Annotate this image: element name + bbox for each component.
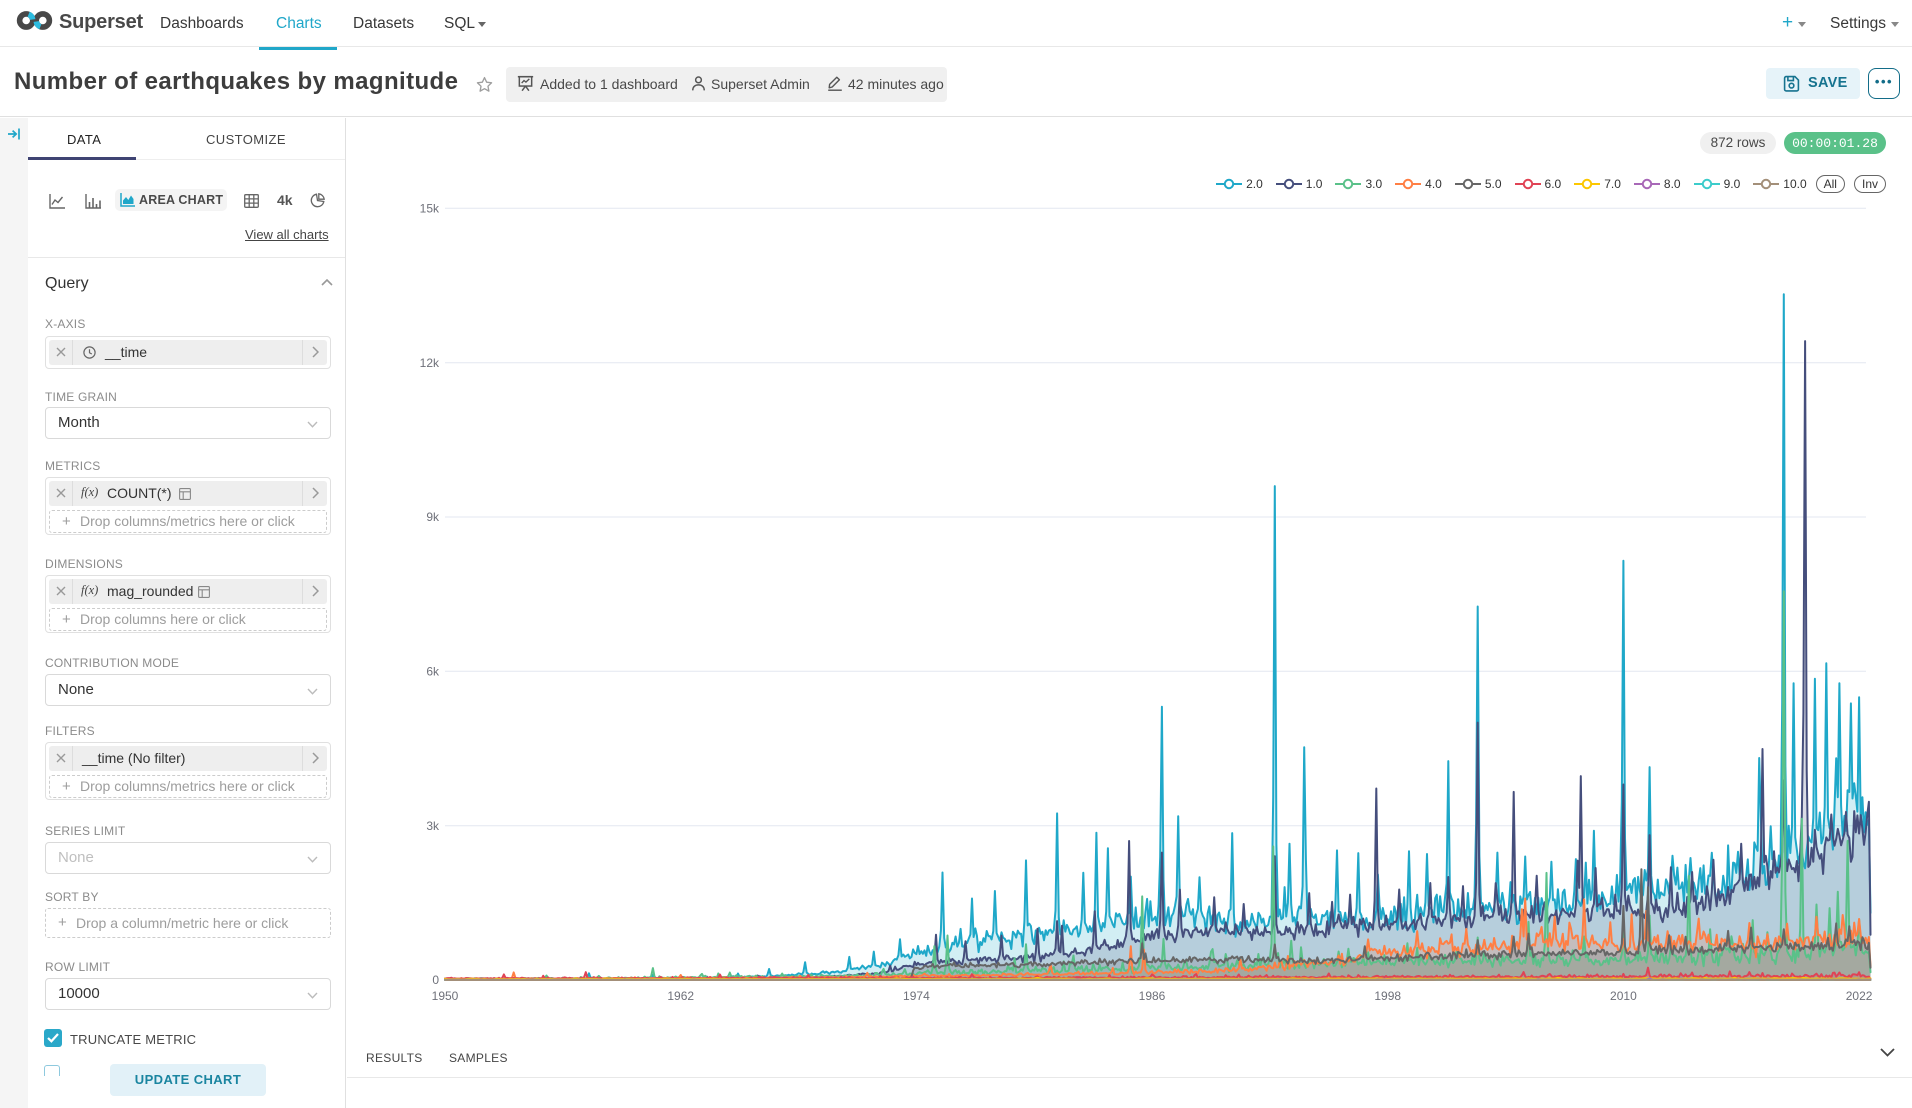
svg-text:12k: 12k xyxy=(420,356,440,370)
svg-text:9k: 9k xyxy=(426,510,440,524)
svg-text:1950: 1950 xyxy=(432,989,459,1003)
svg-text:0: 0 xyxy=(432,973,439,987)
svg-text:2010: 2010 xyxy=(1610,989,1637,1003)
svg-text:1962: 1962 xyxy=(667,989,694,1003)
svg-text:1986: 1986 xyxy=(1139,989,1166,1003)
svg-text:3k: 3k xyxy=(426,819,440,833)
svg-text:2022: 2022 xyxy=(1846,989,1873,1003)
svg-text:6k: 6k xyxy=(426,665,440,679)
svg-text:1974: 1974 xyxy=(903,989,930,1003)
svg-text:1998: 1998 xyxy=(1374,989,1401,1003)
svg-text:15k: 15k xyxy=(420,202,440,216)
